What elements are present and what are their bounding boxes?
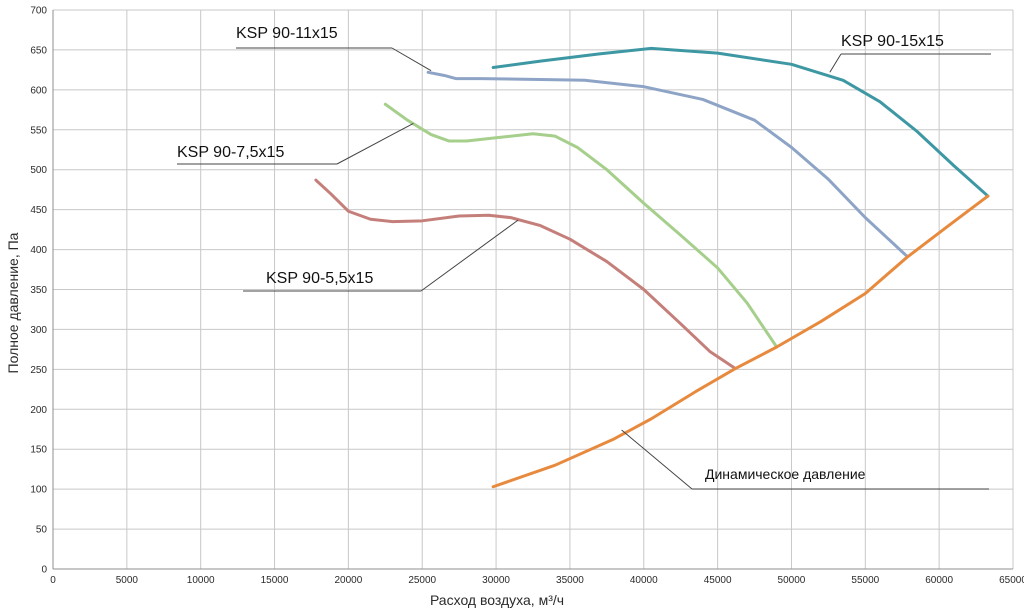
grid-layer (52, 9, 1014, 570)
x-tick-label-0: 0 (50, 575, 56, 586)
y-axis-title: Полное давление, Па (5, 232, 21, 373)
y-tick-label-11: 550 (30, 125, 47, 136)
y-tick-label-7: 350 (30, 285, 47, 296)
callout-leader-3 (420, 219, 519, 292)
annotation-layer: KSP 90-11x15 KSP 90-15x15 KSP 90-7,5x15 KSP… (177, 25, 991, 490)
y-tick-label-4: 200 (30, 405, 47, 416)
callout-label-ksp-90-15x15: KSP 90-15x15 (841, 33, 944, 50)
y-tick-label-0: 0 (41, 565, 47, 576)
callout-leader-1 (829, 53, 842, 73)
x-tick-label-12: 60000 (925, 575, 953, 586)
x-tick-label-8: 40000 (630, 575, 658, 586)
x-tick-label-3: 15000 (261, 575, 289, 586)
x-tick-label-5: 25000 (408, 575, 436, 586)
series-line-ksp-90-15x15 (491, 46, 990, 198)
y-tick-label-13: 650 (30, 45, 47, 56)
x-tick-label-2: 10000 (187, 575, 215, 586)
callout-label-ksp-90-5-5x15: KSP 90-5,5x15 (266, 270, 373, 287)
series-line-динамическое-давление (491, 194, 990, 489)
series-line-ksp-90-5-5x15 (314, 178, 737, 371)
y-tick-label-9: 450 (30, 205, 47, 216)
x-tick-label-11: 55000 (851, 575, 879, 586)
x-tick-label-7: 35000 (556, 575, 584, 586)
callout-label-ksp-90-7-5x15: KSP 90-7,5x15 (177, 144, 284, 161)
callout-leader-2 (336, 122, 414, 165)
callout-label-динамическое-давление: Динамическое давление (705, 466, 866, 482)
series-line-ksp-90-7-5x15 (383, 102, 779, 349)
x-axis-title: Расход воздуха, м³/ч (430, 592, 564, 608)
x-tick-label-1: 5000 (116, 575, 139, 586)
y-tick-label-12: 600 (30, 85, 47, 96)
y-tick-label-8: 400 (30, 245, 47, 256)
y-tick-label-3: 150 (30, 445, 47, 456)
x-tick-label-4: 20000 (334, 575, 362, 586)
series-line-ksp-90-11x15 (426, 70, 909, 258)
y-tick-label-5: 250 (30, 365, 47, 376)
y-tick-label-2: 100 (30, 485, 47, 496)
x-tick-label-9: 45000 (704, 575, 732, 586)
y-tick-label-10: 500 (30, 165, 47, 176)
y-tick-label-14: 700 (30, 6, 47, 17)
y-tick-label-1: 50 (36, 525, 48, 536)
callout-leader-0 (391, 47, 432, 72)
axis-layer: 0 5000 10000 15000 20000 25000 30000 35000 40000… (5, 6, 1024, 609)
x-tick-label-6: 30000 (482, 575, 510, 586)
x-tick-label-10: 50000 (778, 575, 806, 586)
series-layer (314, 46, 990, 489)
callout-leader-4 (621, 429, 693, 490)
callout-label-ksp-90-11x15: KSP 90-11x15 (236, 25, 338, 42)
y-tick-label-6: 300 (30, 325, 47, 336)
